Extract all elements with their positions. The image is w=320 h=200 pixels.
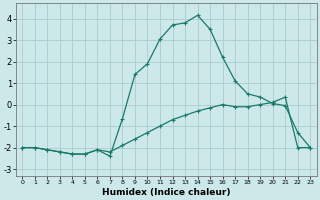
X-axis label: Humidex (Indice chaleur): Humidex (Indice chaleur): [102, 188, 230, 197]
